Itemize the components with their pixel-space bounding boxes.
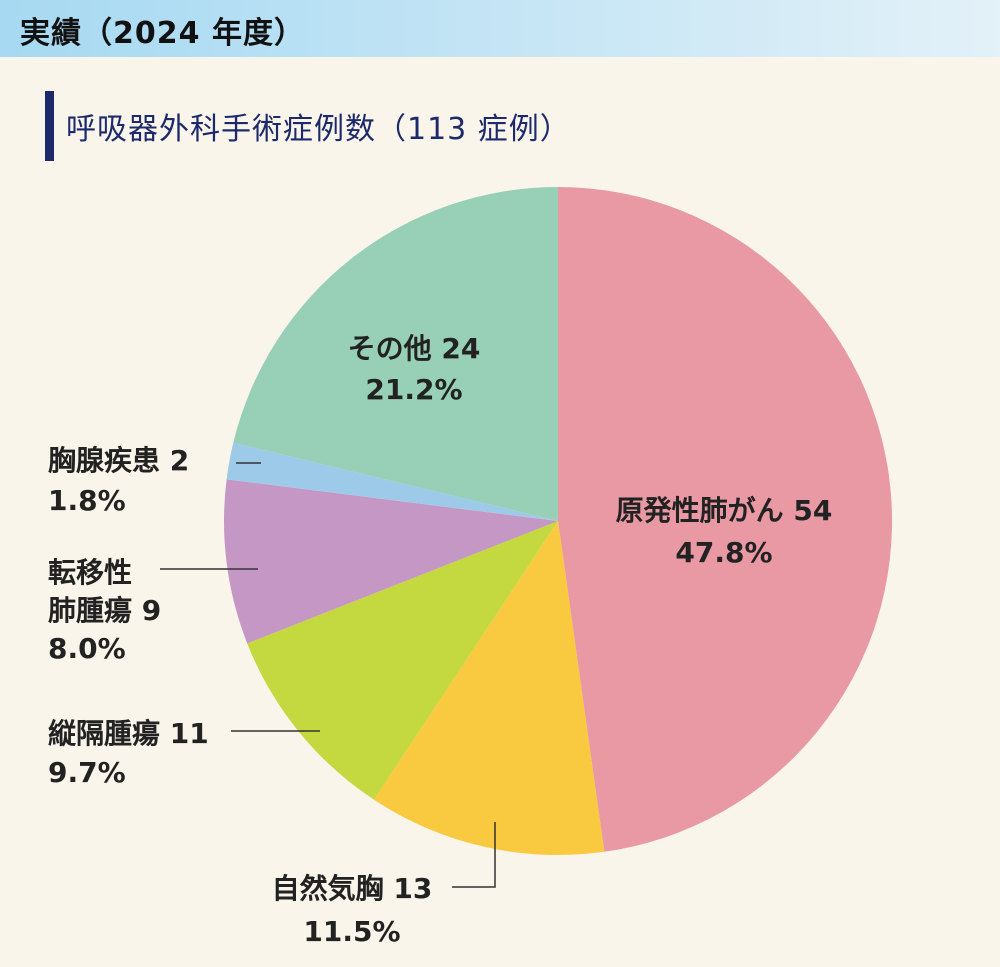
leader-line-1 — [452, 822, 496, 888]
slice-label-5: その他 24 21.2% — [348, 332, 481, 406]
slice-label-2: 縦隔腫瘍 11 9.7% — [48, 717, 209, 789]
slice-label-0: 原発性肺がん 54 47.8% — [616, 494, 833, 569]
pie-slice-1 — [373, 521, 605, 856]
slice-label-3: 転移性肺腫瘍 9 8.0% — [48, 556, 161, 665]
slice-label-4: 胸腺疾患 2 1.8% — [48, 444, 189, 517]
pie-slice-0 — [558, 187, 893, 852]
pie-slice-2 — [247, 521, 558, 800]
chart-title: 呼吸器外科手術症例数（113 症例） — [66, 112, 571, 147]
pie-slice-3 — [223, 479, 558, 644]
title-accent-bar — [45, 91, 54, 161]
header-title: 実績（2024 年度） — [20, 16, 305, 51]
pie-slice-5 — [233, 187, 558, 521]
pie-slice-4 — [226, 442, 559, 521]
header-band: 実績（2024 年度） — [0, 0, 1000, 57]
slice-label-1: 自然気胸 13 11.5% — [272, 872, 433, 948]
